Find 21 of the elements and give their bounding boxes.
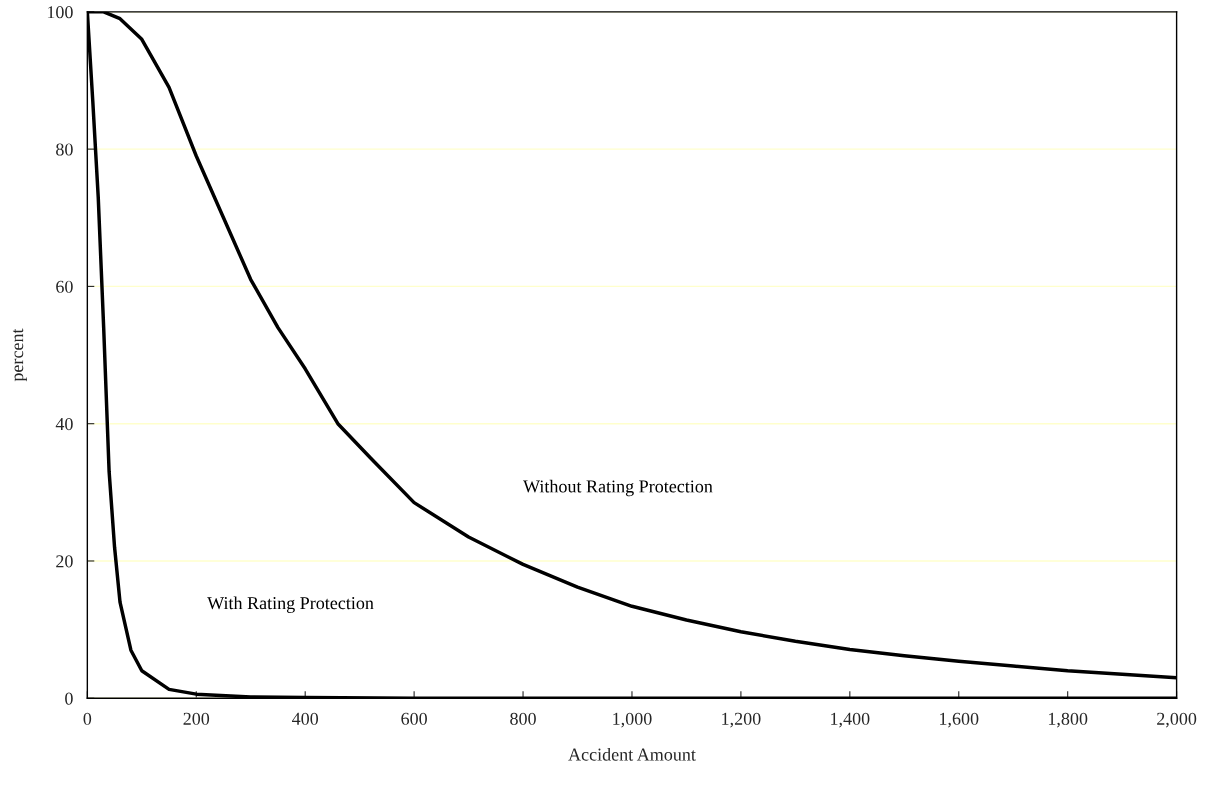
x-tick-label: 2,000 <box>1157 712 1197 728</box>
annotation: Without Rating Protection <box>523 479 713 497</box>
x-axis-title: Accident Amount <box>568 747 696 761</box>
x-tick-label: 400 <box>292 712 319 725</box>
y-tick-label: 100 <box>47 6 73 19</box>
x-tick-label: 1,600 <box>940 712 979 728</box>
x-tick-label: 200 <box>183 712 210 725</box>
y-tick-label: 20 <box>56 555 73 568</box>
x-tick-label: 0 <box>83 712 92 725</box>
x-tick-label: 1,200 <box>722 712 761 728</box>
annotation: With Rating Protection <box>207 596 374 613</box>
x-tick-label: 1,000 <box>613 712 652 728</box>
y-tick-label: 80 <box>56 143 73 156</box>
y-axis-title: percent <box>12 328 27 382</box>
y-tick-label: 60 <box>56 280 73 293</box>
x-tick-label: 600 <box>401 712 427 725</box>
x-tick-label: 800 <box>510 712 536 725</box>
x-tick-label: 1,800 <box>1048 712 1088 728</box>
x-tick-label: 1,400 <box>831 712 870 728</box>
y-tick-label: 0 <box>65 692 73 705</box>
y-tick-label: 40 <box>55 417 73 431</box>
